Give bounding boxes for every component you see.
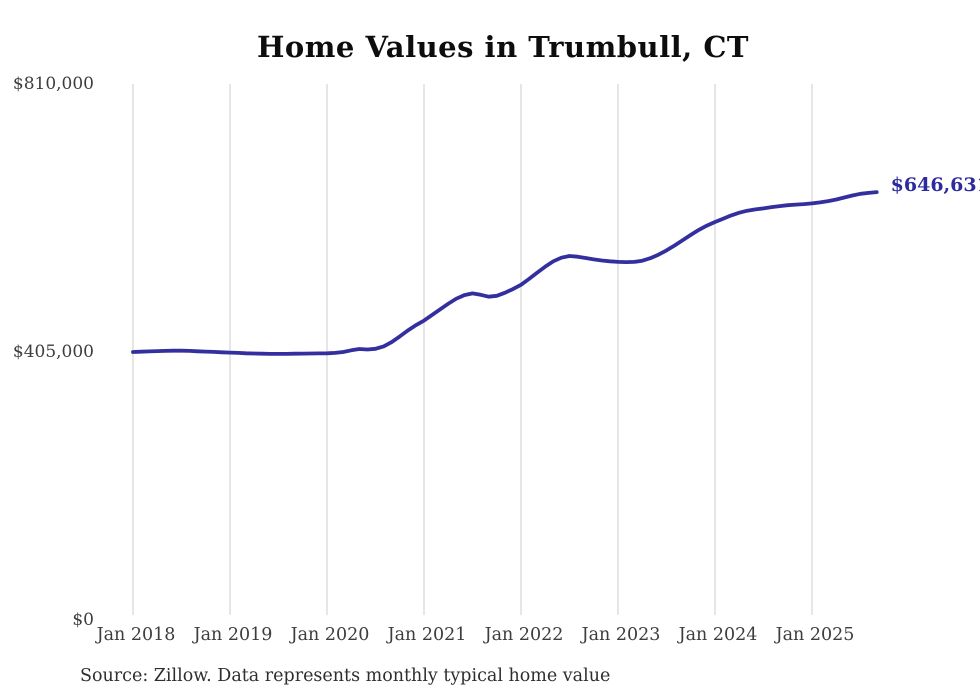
x-tick-label: Jan 2018 (96, 625, 176, 645)
y-tick-label: $405,000 (12, 342, 94, 362)
x-tick-label: Jan 2023 (581, 625, 661, 645)
source-note: Source: Zillow. Data represents monthly … (80, 666, 611, 686)
chart-title: Home Values in Trumbull, CT (256, 30, 750, 64)
x-tick-label: Jan 2022 (484, 625, 564, 645)
x-tick-label: Jan 2020 (290, 625, 370, 645)
x-tick-label: Jan 2021 (387, 625, 467, 645)
x-tick-label: Jan 2024 (678, 625, 758, 645)
x-tick-label: Jan 2025 (775, 625, 855, 645)
series-line (131, 190, 879, 356)
latest-value-label: $646,631 (890, 174, 980, 197)
y-tick-label: $0 (72, 610, 94, 630)
y-tick-label: $810,000 (12, 74, 94, 94)
x-tick-label: Jan 2019 (193, 625, 273, 645)
